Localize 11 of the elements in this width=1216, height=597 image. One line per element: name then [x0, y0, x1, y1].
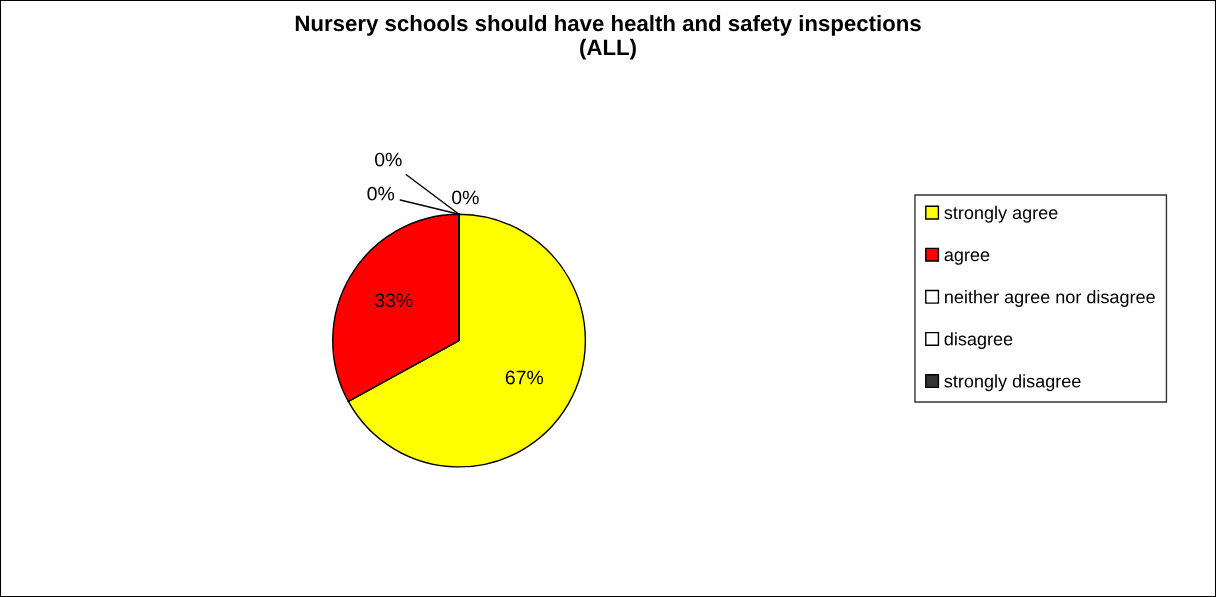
- legend-label: strongly disagree: [944, 374, 1081, 392]
- text: 0%: [452, 190, 479, 205]
- legend-label: strongly agree: [944, 205, 1058, 223]
- data-label: 33%: [375, 293, 413, 308]
- legend-label: neither agree nor disagree: [945, 290, 1155, 307]
- legend-label: disagree: [944, 332, 1013, 350]
- legend-label: agree: [944, 251, 990, 265]
- data-label: 67%: [505, 370, 544, 385]
- text: 0%: [375, 152, 402, 167]
- text: 0%: [367, 186, 395, 201]
- chart-title: Nursery schools should have health and safety inspections (ALL): [295, 14, 921, 60]
